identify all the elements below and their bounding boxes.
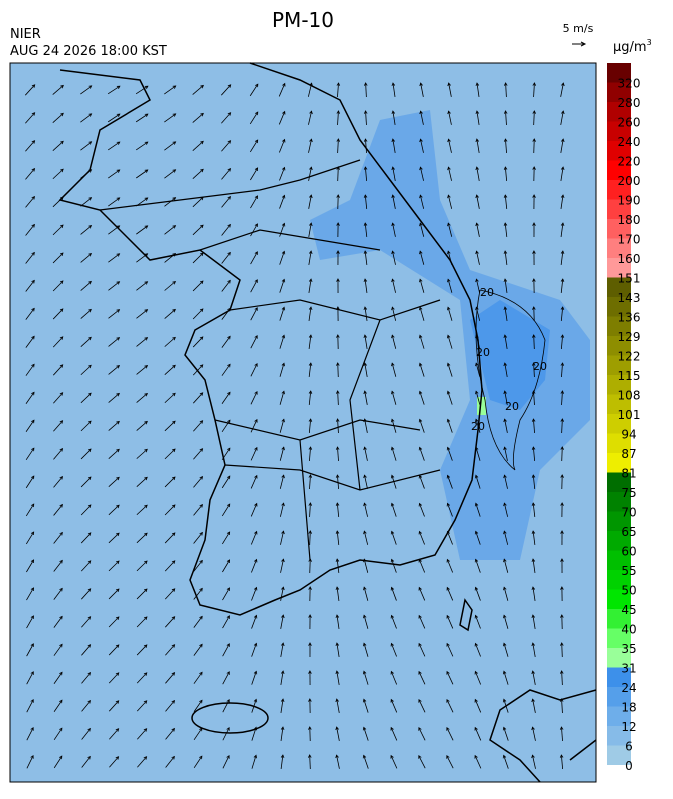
contour-label: 20 — [533, 360, 547, 373]
colorbar-tick-label: 160 — [618, 252, 641, 266]
colorbar-tick-label: 240 — [618, 135, 641, 149]
legend-unit: μg/m3 — [613, 38, 652, 55]
unit: μg/m — [613, 40, 647, 55]
contour-label: 20 — [480, 286, 494, 299]
colorbar-tick-label: 81 — [621, 467, 636, 481]
wind-arrow — [534, 139, 535, 153]
colorbar-tick-label: 60 — [621, 545, 636, 559]
colorbar-tick-label: 31 — [621, 662, 636, 676]
colorbar-tick-label: 180 — [618, 213, 641, 227]
colorbar-tick-label: 75 — [621, 486, 636, 500]
colorbar-tick-label: 55 — [621, 564, 636, 578]
colorbar-tick-label: 129 — [618, 330, 641, 344]
colorbar-tick-label: 40 — [621, 623, 636, 637]
colorbar-tick-label: 220 — [618, 155, 641, 169]
colorbar-tick-label: 136 — [618, 311, 641, 325]
contour-label: 20 — [476, 346, 490, 359]
colorbar-tick-label: 122 — [618, 350, 641, 364]
colorbar-tick-label: 94 — [621, 428, 636, 442]
colorbar-tick-label: 170 — [618, 233, 641, 247]
agency: NIER — [10, 27, 41, 42]
title: PM-10 — [272, 8, 334, 32]
contour-label: 20 — [471, 420, 485, 433]
colorbar-tick-label: 101 — [618, 408, 641, 422]
colorbar-tick-label: 200 — [618, 174, 641, 188]
colorbar-tick-label: 260 — [618, 116, 641, 130]
timestamp: AUG 24 2026 18:00 KST — [10, 44, 167, 59]
colorbar-tick-label: 35 — [621, 642, 636, 656]
colorbar-tick-label: 320 — [618, 77, 641, 91]
colorbar-tick-label: 24 — [621, 681, 636, 695]
colorbar: 0 6 12 18 24 31 35 40 45 50 55 60 65 70 75 81 87 94 101 108… — [607, 63, 640, 773]
colorbar-tick-label: 70 — [621, 506, 636, 520]
map: 20 20 20 20 20 — [10, 63, 596, 782]
colorbar-tick-label: 50 — [621, 584, 636, 598]
colorbar-tick-label: 0 — [625, 759, 633, 773]
wind-scale-label: 5 m/s — [563, 22, 594, 35]
colorbar-tick-label: 151 — [618, 272, 641, 286]
wind-arrow — [310, 559, 311, 573]
colorbar-tick-label: 280 — [618, 96, 641, 110]
colorbar-tick-label: 6 — [625, 740, 633, 754]
colorbar-tick-label: 65 — [621, 525, 636, 539]
colorbar-tick-label: 190 — [618, 194, 641, 208]
colorbar-tick-label: 45 — [621, 603, 636, 617]
colorbar-tick-label: 87 — [621, 447, 636, 461]
unit-exponent: 3 — [647, 38, 652, 47]
wind-arrow — [562, 447, 563, 461]
colorbar-tick-label: 12 — [621, 720, 636, 734]
colorbar-tick-label: 115 — [618, 369, 641, 383]
wind-arrow — [338, 363, 339, 377]
contour-label: 20 — [505, 400, 519, 413]
colorbar-tick-label: 143 — [618, 291, 641, 305]
colorbar-tick-label: 108 — [618, 389, 641, 403]
colorbar-tick-label: 18 — [621, 701, 636, 715]
